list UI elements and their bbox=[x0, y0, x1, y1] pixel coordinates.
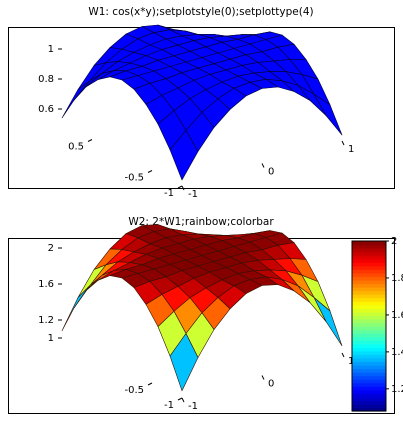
chart-title: W2: 2*W1;rainbow;colorbar bbox=[128, 216, 274, 228]
x-tick-label: 0 bbox=[268, 167, 274, 178]
colorbar-strip bbox=[352, 329, 386, 334]
colorbar-strip bbox=[352, 368, 386, 373]
colorbar-strip bbox=[352, 308, 386, 313]
x-tick-label: 1 bbox=[348, 356, 354, 367]
z-tick-label: 1 bbox=[48, 333, 54, 344]
y-tick-label: -1 bbox=[164, 400, 174, 411]
colorbar-strip bbox=[352, 350, 386, 355]
y-tick-label: -0.5 bbox=[124, 173, 144, 184]
x-tick bbox=[341, 352, 345, 358]
colorbar-tick-label: 1.6 bbox=[391, 310, 403, 321]
colorbar-strip bbox=[352, 354, 386, 359]
x-tick bbox=[261, 375, 265, 380]
colorbar-strip bbox=[352, 386, 386, 391]
colorbar-strip bbox=[352, 283, 386, 288]
y-tick bbox=[147, 170, 153, 173]
y-tick bbox=[177, 185, 183, 189]
colorbar-strip bbox=[352, 361, 386, 366]
colorbar-strip bbox=[352, 262, 386, 267]
z-tick-label: 0.8 bbox=[38, 74, 54, 85]
colorbar-strip bbox=[352, 357, 386, 363]
colorbar-strip bbox=[352, 403, 386, 409]
colorbar-strip bbox=[352, 333, 386, 338]
colorbar-strip bbox=[352, 336, 386, 341]
colorbar-strip bbox=[352, 375, 386, 380]
y-tick bbox=[147, 382, 153, 386]
z-tick-label: 2 bbox=[48, 243, 54, 254]
colorbar-strip bbox=[352, 315, 386, 320]
colorbar-strip bbox=[352, 290, 386, 295]
colorbar-strip bbox=[352, 304, 386, 309]
y-tick-label: -1 bbox=[164, 188, 174, 199]
colorbar-tick-label: 1.8 bbox=[391, 273, 403, 284]
colorbar-strip bbox=[352, 364, 386, 370]
y-tick-label: 0.5 bbox=[68, 142, 84, 153]
colorbar-strip bbox=[352, 265, 386, 270]
colorbar-strip bbox=[352, 400, 386, 405]
colorbar-tick-label: 2 bbox=[391, 236, 397, 247]
z-tick-label: 1 bbox=[48, 44, 54, 55]
colorbar-tick-label: 1.2 bbox=[391, 384, 403, 395]
colorbar-strip bbox=[352, 393, 386, 398]
colorbar-strip bbox=[352, 407, 386, 412]
colorbar-strip bbox=[352, 322, 386, 327]
colorbar-strip bbox=[352, 318, 386, 324]
colorbar-strip bbox=[352, 272, 386, 278]
colorbar-strip bbox=[352, 279, 386, 285]
colorbar-frame bbox=[351, 240, 387, 412]
colorbar-strip bbox=[352, 372, 386, 377]
x-tick bbox=[341, 140, 345, 146]
colorbar-strip bbox=[352, 347, 386, 352]
x-tick-label: 1 bbox=[348, 144, 354, 155]
colorbar-strip bbox=[352, 248, 386, 253]
surface-patch bbox=[169, 333, 199, 392]
colorbar-strip bbox=[352, 382, 386, 387]
colorbar-tick-label: 1.4 bbox=[391, 347, 403, 358]
colorbar-strip bbox=[352, 311, 386, 316]
y-tick bbox=[177, 397, 183, 401]
colorbar-strip bbox=[352, 340, 386, 345]
x-tick-label: 0 bbox=[268, 379, 274, 390]
colorbar-strip bbox=[352, 389, 386, 394]
x-tick bbox=[181, 185, 185, 191]
x-tick-label: -1 bbox=[188, 189, 198, 200]
z-tick-label: 0.6 bbox=[38, 104, 54, 115]
x-tick bbox=[181, 397, 185, 403]
colorbar-strip bbox=[352, 379, 386, 384]
colorbar-strip bbox=[352, 255, 386, 260]
surface-patch bbox=[169, 130, 199, 181]
colorbar-strip bbox=[352, 258, 386, 263]
colorbar-strip bbox=[352, 294, 386, 299]
colorbar-strip bbox=[352, 326, 386, 331]
colorbar-strip bbox=[352, 244, 386, 249]
y-tick bbox=[87, 139, 93, 142]
colorbar-strip bbox=[352, 343, 386, 348]
z-tick-label: 1.2 bbox=[38, 315, 54, 326]
x-tick-label: -1 bbox=[188, 401, 198, 412]
colorbar-strip bbox=[352, 297, 386, 302]
chart-title: W1: cos(x*y);setplotstyle(0);setplottype… bbox=[88, 6, 313, 18]
y-tick-label: -0.5 bbox=[124, 385, 144, 396]
z-tick-label: 1.6 bbox=[38, 279, 54, 290]
colorbar-strip bbox=[352, 251, 386, 256]
colorbar-strip bbox=[352, 396, 386, 401]
colorbar-strip bbox=[352, 276, 386, 281]
colorbar-strip bbox=[352, 301, 386, 306]
colorbar-strip bbox=[352, 241, 386, 246]
colorbar-strip bbox=[352, 287, 386, 292]
x-tick bbox=[261, 163, 265, 168]
colorbar-strip bbox=[352, 269, 386, 274]
